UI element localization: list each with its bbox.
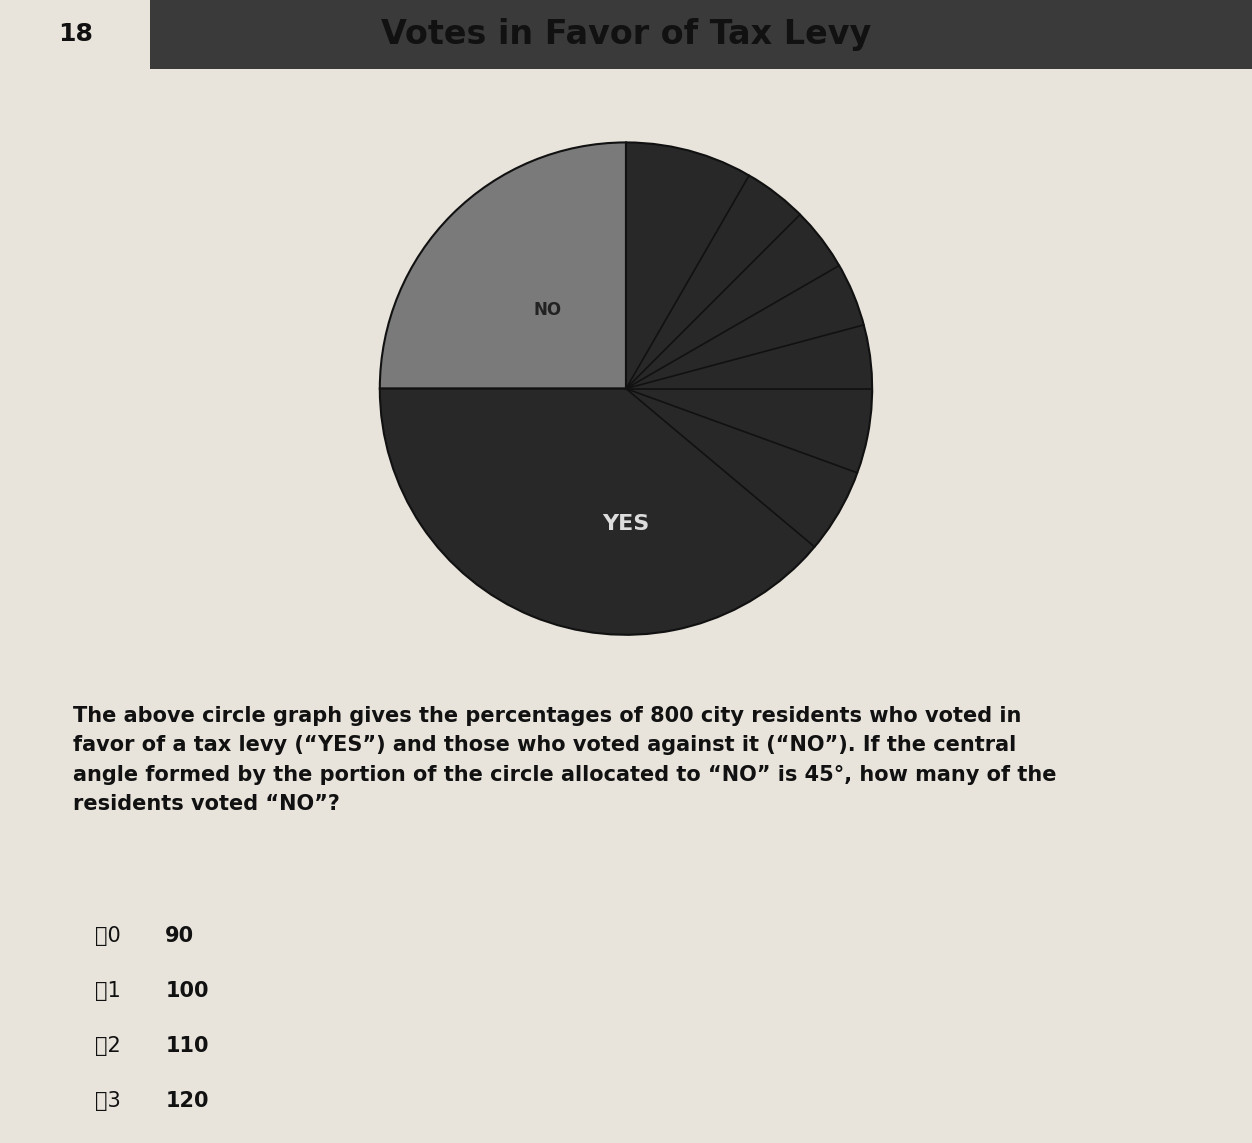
- Text: 100: 100: [165, 981, 209, 1000]
- Text: ␹0: ␹0: [95, 926, 120, 945]
- Wedge shape: [379, 143, 626, 389]
- Text: 90: 90: [165, 926, 194, 945]
- Text: ⑁2: ⑁2: [95, 1036, 120, 1055]
- Wedge shape: [379, 143, 873, 634]
- Text: 110: 110: [165, 1036, 209, 1055]
- Text: NO: NO: [533, 302, 562, 319]
- Text: YES: YES: [602, 514, 650, 534]
- Text: 18: 18: [58, 23, 93, 46]
- Title: Votes in Favor of Tax Levy: Votes in Favor of Tax Levy: [381, 17, 871, 50]
- Text: 120: 120: [165, 1090, 209, 1111]
- Text: The above circle graph gives the percentages of 800 city residents who voted in
: The above circle graph gives the percent…: [73, 705, 1057, 815]
- Text: ⑂3: ⑂3: [95, 1090, 120, 1111]
- Bar: [150, 0, 1252, 69]
- Text: ⑀1: ⑀1: [95, 981, 120, 1000]
